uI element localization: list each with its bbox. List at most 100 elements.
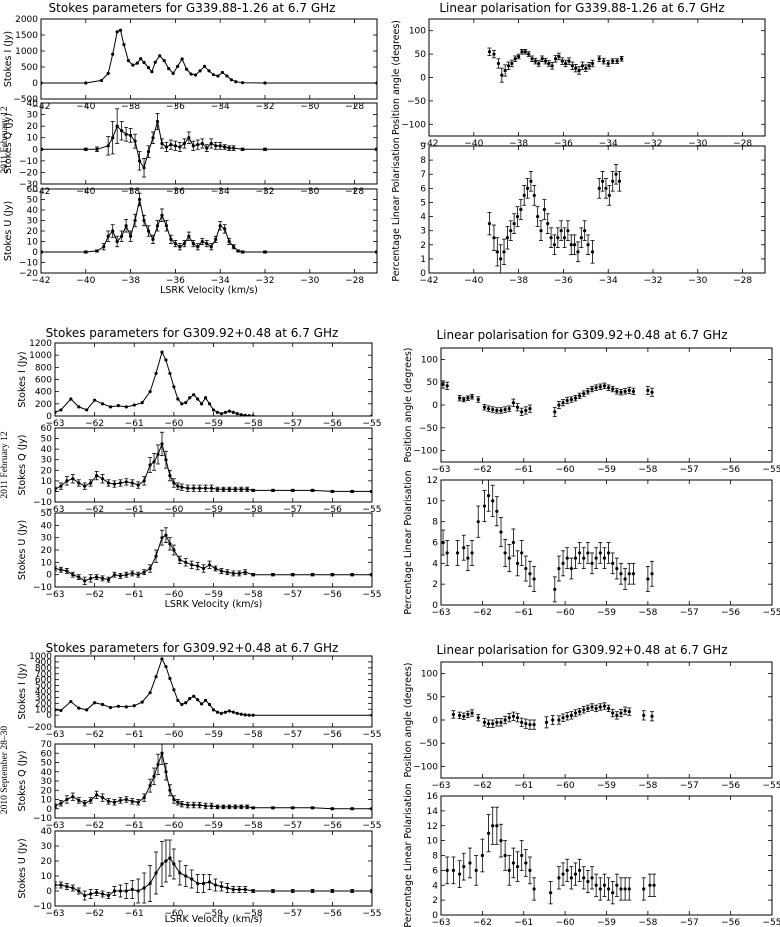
data-point	[462, 546, 466, 550]
y-tick-label: 800	[35, 363, 52, 373]
y-tick-label: 100	[421, 355, 438, 365]
data-point	[203, 804, 208, 808]
data-point	[201, 881, 206, 886]
y-tick-label: 4	[420, 213, 426, 223]
y-tick-label: 1000	[29, 351, 52, 361]
data-point	[178, 245, 182, 249]
data-point	[569, 566, 573, 571]
data-point	[142, 570, 146, 574]
data-point	[642, 887, 646, 891]
data-point	[466, 556, 470, 560]
data-point	[455, 551, 460, 555]
x-axis-label: LSRK Velocity (km/s)	[160, 285, 258, 296]
data-point	[136, 483, 140, 487]
y-axis-label: Stokes Q (Jy)	[17, 751, 28, 812]
data-point	[235, 411, 239, 416]
data-point	[169, 237, 173, 241]
x-tick-label: −56	[323, 590, 342, 600]
y-axis-label: Stokes U (Jy)	[3, 201, 14, 261]
data-point	[590, 250, 595, 254]
data-point	[511, 401, 516, 405]
x-tick-label: −42	[420, 139, 439, 149]
data-point	[172, 688, 176, 692]
x-tick-label: −59	[597, 465, 616, 475]
data-point	[201, 566, 206, 571]
data-point	[476, 520, 480, 524]
data-point	[83, 579, 87, 583]
data-point	[503, 718, 507, 722]
data-point	[515, 716, 520, 720]
y-tick-label: 10	[427, 837, 439, 847]
x-tick-label: −58	[244, 821, 263, 831]
x-tick-label: −56	[323, 505, 342, 515]
data-point	[216, 74, 220, 78]
data-point	[330, 889, 334, 893]
data-point	[173, 144, 177, 148]
data-point	[162, 59, 166, 63]
y-tick-label: 0	[432, 401, 438, 411]
x-tick-label: −57	[680, 918, 699, 927]
panel-3: −63 −62 −61 −60 −59 −58 −57 −56 −55 −10 0 10 20 30 40 5…	[17, 509, 382, 600]
data-point	[557, 876, 561, 880]
data-point	[650, 572, 654, 576]
series-line	[55, 857, 372, 897]
panel-1: −42 −40 −38 −36 −34 −32 −30 −28 −100 −50 0 50 100 Pos…	[391, 18, 766, 149]
data-point	[115, 124, 119, 128]
data-point	[458, 396, 462, 400]
data-point	[503, 407, 507, 412]
y-tick-label: 50	[41, 509, 53, 519]
data-point	[532, 887, 536, 891]
data-point	[486, 831, 491, 835]
axes-frame	[428, 145, 766, 274]
data-point	[83, 893, 87, 898]
data-point	[111, 52, 115, 56]
data-point	[196, 881, 200, 886]
y-tick-label: 10	[41, 796, 53, 806]
data-point	[233, 487, 237, 491]
data-point	[582, 876, 586, 880]
data-point	[470, 711, 474, 715]
y-tick-label: 70	[41, 740, 53, 750]
data-point	[604, 186, 608, 190]
data-point	[476, 716, 480, 720]
x-tick-label: −63	[46, 909, 65, 919]
x-tick-label: −58	[244, 419, 263, 429]
data-point	[574, 66, 578, 70]
data-point	[218, 144, 222, 148]
data-point	[215, 410, 220, 414]
data-point	[59, 708, 63, 713]
data-point	[466, 396, 470, 400]
series-data	[441, 480, 655, 603]
data-point	[578, 710, 582, 714]
data-point	[184, 401, 188, 405]
data-point	[180, 802, 184, 806]
data-point	[631, 389, 635, 393]
data-point	[561, 716, 565, 720]
data-point	[532, 577, 536, 581]
x-tick-label: −60	[164, 505, 183, 515]
y-tick-label: 6	[432, 539, 438, 549]
data-point	[219, 411, 224, 416]
data-point	[115, 30, 119, 34]
x-tick-label: −60	[164, 909, 183, 919]
axes-frame	[440, 479, 773, 606]
data-point	[59, 801, 63, 805]
data-point	[120, 234, 124, 238]
data-point	[236, 249, 240, 253]
data-point	[579, 236, 583, 240]
data-point	[601, 179, 605, 183]
data-point	[89, 892, 93, 896]
y-tick-label: 200	[35, 699, 52, 709]
series-data	[451, 702, 655, 730]
chart-title: Stokes parameters for G309.92+0.48 at 6.…	[46, 641, 339, 655]
y-tick-label: 500	[21, 63, 38, 73]
data-point	[191, 144, 195, 148]
data-point	[205, 146, 209, 150]
data-point	[71, 886, 75, 890]
data-point	[546, 222, 550, 226]
data-point	[271, 488, 275, 492]
data-point	[151, 136, 155, 140]
data-point	[196, 397, 200, 401]
data-point	[178, 145, 182, 149]
data-point	[507, 407, 511, 411]
